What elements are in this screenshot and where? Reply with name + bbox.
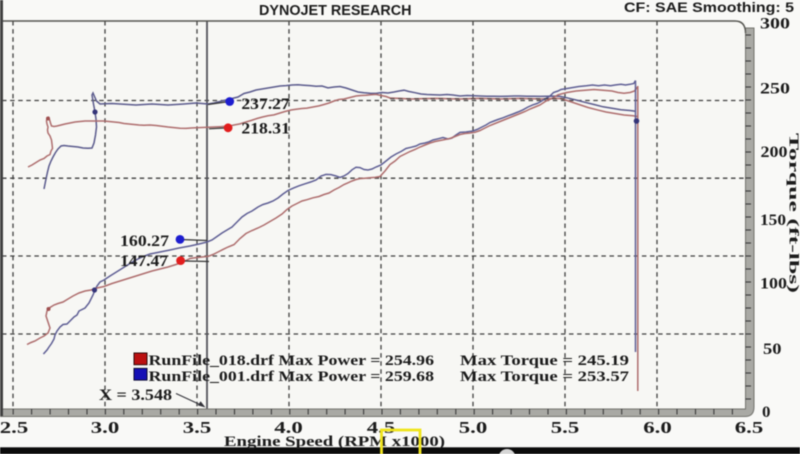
svg-text:4.5: 4.5	[367, 418, 396, 437]
svg-text:CF: SAE Smoothing: 5: CF: SAE Smoothing: 5	[624, 0, 794, 16]
svg-text:200: 200	[761, 142, 788, 161]
svg-text:Max Torque = 253.57: Max Torque = 253.57	[460, 369, 630, 385]
svg-text:X = 3.548: X = 3.548	[99, 387, 172, 404]
svg-text:218.31: 218.31	[241, 121, 290, 138]
svg-text:250: 250	[760, 78, 790, 97]
svg-text:Torque (ft-lbs): Torque (ft-lbs)	[786, 133, 800, 294]
svg-text:160.27: 160.27	[120, 233, 169, 250]
svg-text:300: 300	[760, 13, 790, 32]
svg-text:RunFile_018.drf Max Power = 25: RunFile_018.drf Max Power = 254.96	[149, 353, 435, 369]
svg-text:2.5: 2.5	[0, 418, 28, 437]
svg-text:Max Torque = 245.19: Max Torque = 245.19	[460, 353, 629, 369]
svg-text:0: 0	[762, 402, 771, 421]
svg-text:6.0: 6.0	[643, 418, 672, 437]
svg-text:6.5: 6.5	[735, 418, 764, 437]
svg-text:3.5: 3.5	[183, 418, 212, 437]
svg-text:100: 100	[760, 274, 787, 293]
svg-text:Engine Speed (RPM x1000): Engine Speed (RPM x1000)	[224, 434, 445, 450]
svg-text:150: 150	[760, 210, 786, 229]
svg-text:4.0: 4.0	[274, 418, 303, 437]
svg-text:DYNOJET RESEARCH: DYNOJET RESEARCH	[259, 3, 412, 19]
svg-text:RunFile_001.drf Max Power = 25: RunFile_001.drf Max Power = 259.68	[149, 369, 435, 385]
svg-text:237.27: 237.27	[241, 96, 289, 113]
svg-text:5.0: 5.0	[459, 418, 488, 437]
svg-text:147.47: 147.47	[120, 253, 168, 270]
svg-text:50: 50	[763, 339, 782, 358]
svg-text:5.5: 5.5	[551, 418, 580, 437]
svg-text:3.0: 3.0	[91, 418, 120, 437]
